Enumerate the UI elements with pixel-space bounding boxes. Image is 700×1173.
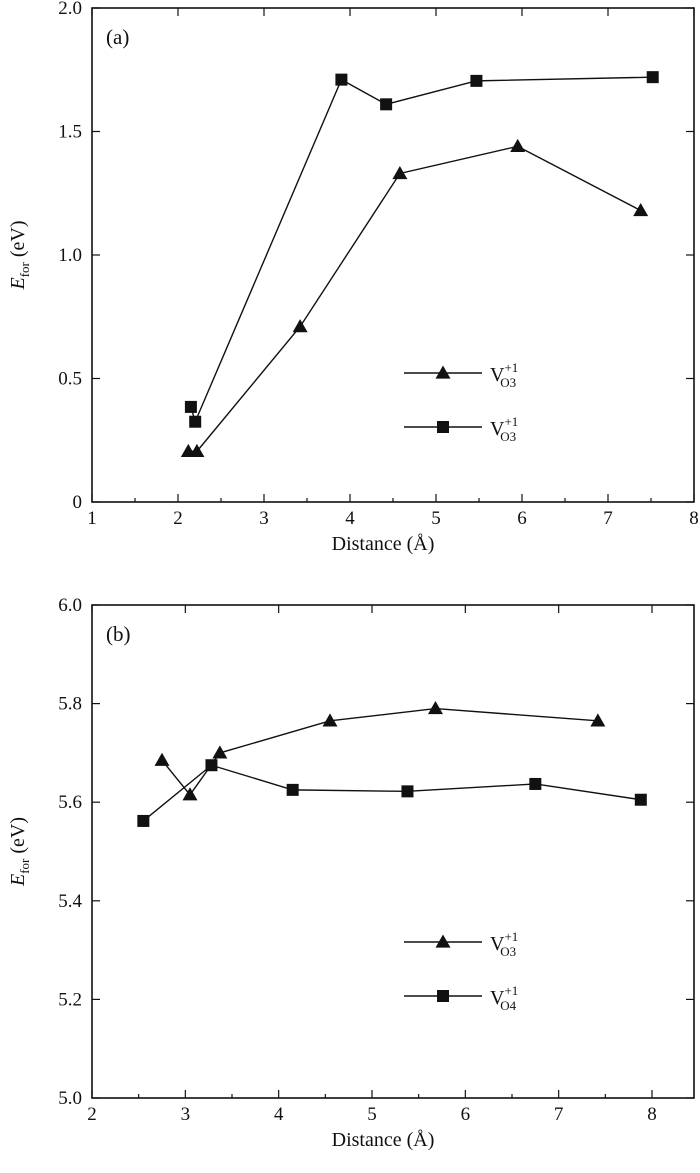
y-tick-label: 0.5 [58,369,82,390]
y-axis-label-main: E [7,874,29,887]
series-line [142,764,641,822]
data-point [633,203,649,217]
legend-marker [437,990,449,1002]
x-tick-label: 3 [259,508,269,529]
y-tick-label: 6.0 [58,595,82,616]
y-tick-label: 1.0 [58,245,82,266]
plot-frame [91,7,695,503]
data-point [392,165,408,180]
y-axis-label-sub: for [17,858,32,874]
series-square [184,71,659,428]
legend-label-main: V [490,933,505,955]
x-tick-label: 6 [461,1104,471,1125]
panel-label: (a) [106,25,129,49]
legend-label: V+1 O3 [490,929,518,959]
legend-label: V+1 O3 [490,414,518,444]
y-tick-label: 2.0 [58,0,82,19]
data-point [212,745,228,759]
x-tick-label: 3 [181,1104,191,1125]
legend-label-sup: +1 [504,983,518,998]
data-point [137,814,150,827]
data-point [189,415,202,428]
x-tick-label: 8 [647,1104,657,1125]
y-tick-label: 1.5 [58,122,82,143]
legend-label-sub: O3 [500,429,516,444]
x-tick-label: 7 [603,508,613,529]
x-tick-label: 5 [431,508,441,529]
y-axis-label-unit: (eV) [7,817,29,859]
data-point [427,701,443,715]
legend-label-sub: O3 [500,944,516,959]
data-point [380,98,393,111]
data-point [322,713,338,727]
data-point [401,785,414,798]
x-tick-label: 2 [173,508,183,529]
legend-entry: V+1 O3 [404,360,518,390]
data-point [470,74,483,87]
chart-panel-a: 1 2 3 4 5 6 7 8 0 0.5 1.0 1.5 2.0 (a) Distance (Å) Efor… [7,0,699,555]
data-point [205,759,218,772]
data-point [182,787,198,801]
y-tick-label: 5.4 [58,891,82,912]
legend-entry: V+1 O4 [404,983,518,1013]
legend-label-main: V [490,987,505,1009]
series-triangle [154,701,606,801]
data-point [292,319,308,333]
y-tick-label: 5.0 [58,1088,82,1109]
x-tick-label: 2 [87,1104,97,1125]
data-point [646,71,659,84]
x-tick-label: 5 [367,1104,377,1125]
y-tick-label: 0 [73,492,83,513]
y-axis-label: Efor (eV) [7,220,32,290]
series-line [190,76,653,424]
legend-label-main: V [490,418,505,440]
legend-label-main: V [490,364,505,386]
x-tick-label: 4 [274,1104,284,1125]
series-square [137,759,647,827]
legend-label-sup: +1 [504,929,518,944]
legend-marker [437,421,449,433]
y-axis-label-sub: for [17,261,32,277]
legend-entry: V+1 O3 [404,929,518,959]
x-tick-label: 4 [345,508,355,529]
legend-marker [435,365,451,379]
legend-entry: V+1 O3 [404,414,518,444]
legend-label: V+1 O3 [490,360,518,390]
x-tick-label: 8 [689,508,699,529]
legend-label-sub: O4 [500,998,516,1013]
x-axis-label: Distance (Å) [332,1129,435,1151]
chart-panel-b: 2 3 4 5 6 7 8 5.0 5.2 5.4 5.6 5.8 6.0 (b) Distance (Å)… [7,595,695,1151]
legend-label-sub: O3 [500,375,516,390]
data-point [189,443,205,457]
panel-label: (b) [106,622,131,646]
plot-frame [91,604,695,1099]
y-axis-label: Efor (eV) [7,817,32,887]
data-point [529,777,542,790]
y-axis-label-unit: (eV) [7,220,29,262]
data-point [634,793,647,806]
data-point [335,73,348,86]
legend-label-sup: +1 [504,414,518,429]
data-point [590,713,606,727]
x-axis-label: Distance (Å) [332,533,435,555]
data-point [184,400,197,413]
y-tick-label: 5.8 [58,694,82,715]
x-tick-label: 7 [554,1104,564,1125]
data-point [510,138,526,152]
legend-label-sup: +1 [504,360,518,375]
x-tick-label: 6 [517,508,527,529]
legend-label: V+1 O4 [490,983,518,1013]
series-triangle [180,138,649,457]
y-axis-label-main: E [7,277,29,290]
y-tick-label: 5.2 [58,989,82,1010]
series-line [161,707,598,796]
data-point [286,783,299,796]
y-tick-label: 5.6 [58,792,82,813]
series-line [188,145,642,453]
legend-marker [435,934,451,948]
data-point [154,752,170,766]
x-tick-label: 1 [87,508,97,529]
